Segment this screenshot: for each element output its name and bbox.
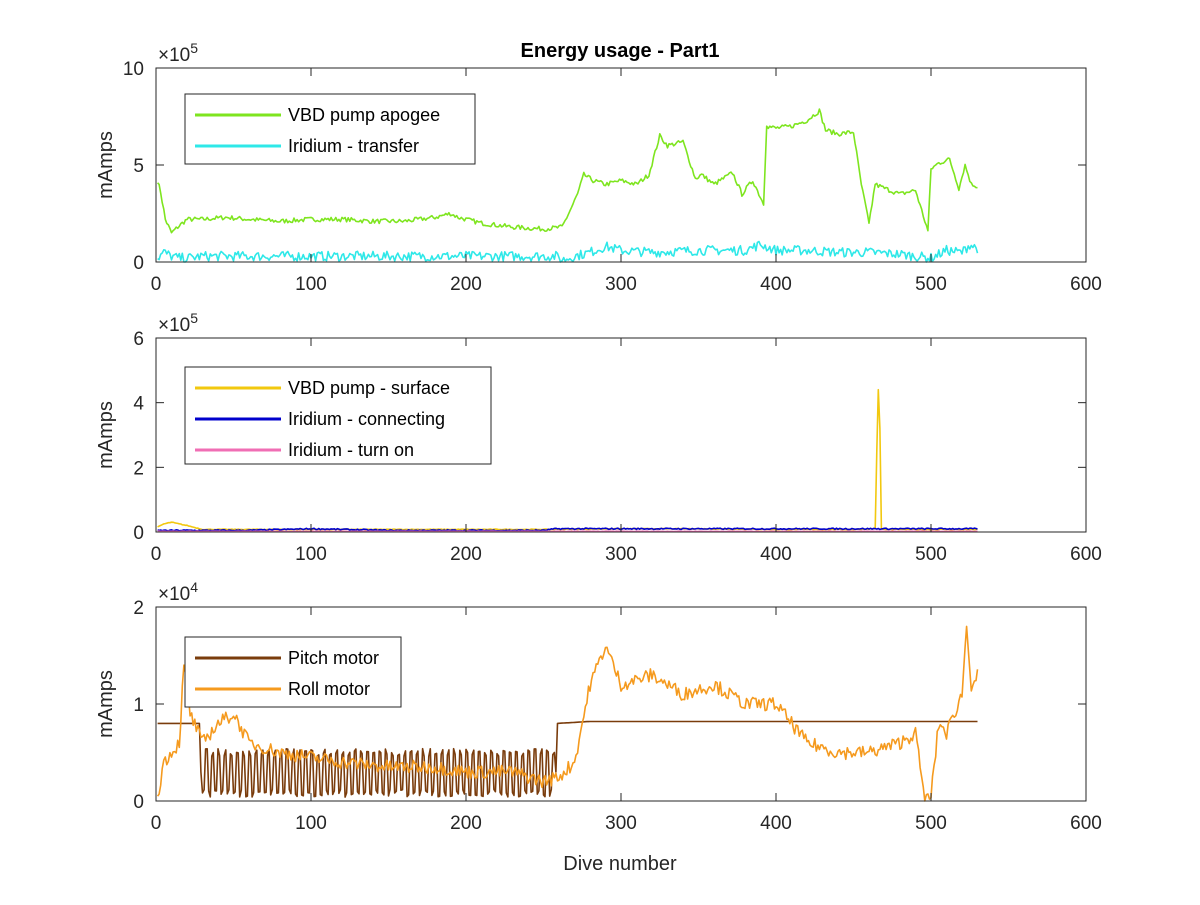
legend: Pitch motor Roll motor bbox=[185, 637, 401, 707]
y-exponent-label: ×104 bbox=[158, 579, 198, 605]
x-tick-label: 0 bbox=[151, 274, 162, 295]
subplot-1: 0 100 200 300 400 500 600 0 5 10 ×105 mAmps VBD pump… bbox=[95, 40, 1102, 295]
x-tick-label: 300 bbox=[605, 544, 637, 565]
y-tick-label: 0 bbox=[133, 792, 144, 813]
y-axis-label: mAmps bbox=[95, 670, 117, 738]
x-tick-label: 600 bbox=[1070, 544, 1102, 565]
legend-label: Iridium - connecting bbox=[288, 409, 445, 429]
x-tick-label: 100 bbox=[295, 544, 327, 565]
y-tick-label: 0 bbox=[133, 253, 144, 274]
legend-label: VBD pump - surface bbox=[288, 378, 450, 398]
y-exponent-label: ×105 bbox=[158, 40, 198, 66]
figure-title: Energy usage - Part1 bbox=[521, 40, 720, 62]
y-axis-label: mAmps bbox=[95, 131, 117, 199]
legend-label: Roll motor bbox=[288, 679, 370, 699]
x-tick-label: 400 bbox=[760, 544, 792, 565]
x-tick-label: 500 bbox=[915, 274, 947, 295]
x-tick-label: 100 bbox=[295, 274, 327, 295]
subplot-2: 0 100 200 300 400 500 600 0 2 4 6 ×105 mAmps VBD pump… bbox=[95, 310, 1102, 565]
x-tick-label: 400 bbox=[760, 813, 792, 834]
legend: VBD pump apogee Iridium - transfer bbox=[185, 94, 475, 164]
x-tick-label: 600 bbox=[1070, 813, 1102, 834]
x-tick-label: 200 bbox=[450, 544, 482, 565]
x-tick-label: 0 bbox=[151, 813, 162, 834]
y-tick-label: 1 bbox=[133, 695, 144, 716]
x-tick-label: 200 bbox=[450, 813, 482, 834]
y-tick-label: 2 bbox=[133, 458, 144, 479]
legend-label: Iridium - transfer bbox=[288, 136, 419, 156]
x-axis-label: Dive number bbox=[563, 853, 677, 875]
x-tick-label: 200 bbox=[450, 274, 482, 295]
y-axis-label: mAmps bbox=[95, 401, 117, 469]
y-exponent-power: 4 bbox=[190, 579, 198, 595]
x-tick-label: 400 bbox=[760, 274, 792, 295]
y-tick-label: 0 bbox=[133, 523, 144, 544]
y-tick-label: 2 bbox=[133, 598, 144, 619]
x-tick-label: 600 bbox=[1070, 274, 1102, 295]
y-exponent-power: 5 bbox=[190, 40, 198, 56]
y-exponent-label: ×105 bbox=[158, 310, 198, 336]
x-tick-label: 100 bbox=[295, 813, 327, 834]
y-tick-label: 10 bbox=[123, 59, 144, 80]
y-tick-label: 6 bbox=[133, 329, 144, 350]
legend-label: Iridium - turn on bbox=[288, 440, 414, 460]
subplot-3: 0 100 200 300 400 500 600 0 1 2 ×104 mAmps Pitch mot… bbox=[95, 579, 1102, 834]
y-tick-label: 4 bbox=[133, 394, 144, 415]
x-tick-label: 500 bbox=[915, 813, 947, 834]
x-tick-label: 300 bbox=[605, 274, 637, 295]
x-tick-label: 300 bbox=[605, 813, 637, 834]
x-tick-label: 500 bbox=[915, 544, 947, 565]
legend-label: VBD pump apogee bbox=[288, 105, 440, 125]
x-tick-label: 0 bbox=[151, 544, 162, 565]
y-exponent-power: 5 bbox=[190, 310, 198, 326]
legend-label: Pitch motor bbox=[288, 648, 379, 668]
legend: VBD pump - surface Iridium - connecting Ir… bbox=[185, 367, 491, 464]
y-tick-label: 5 bbox=[133, 156, 144, 177]
